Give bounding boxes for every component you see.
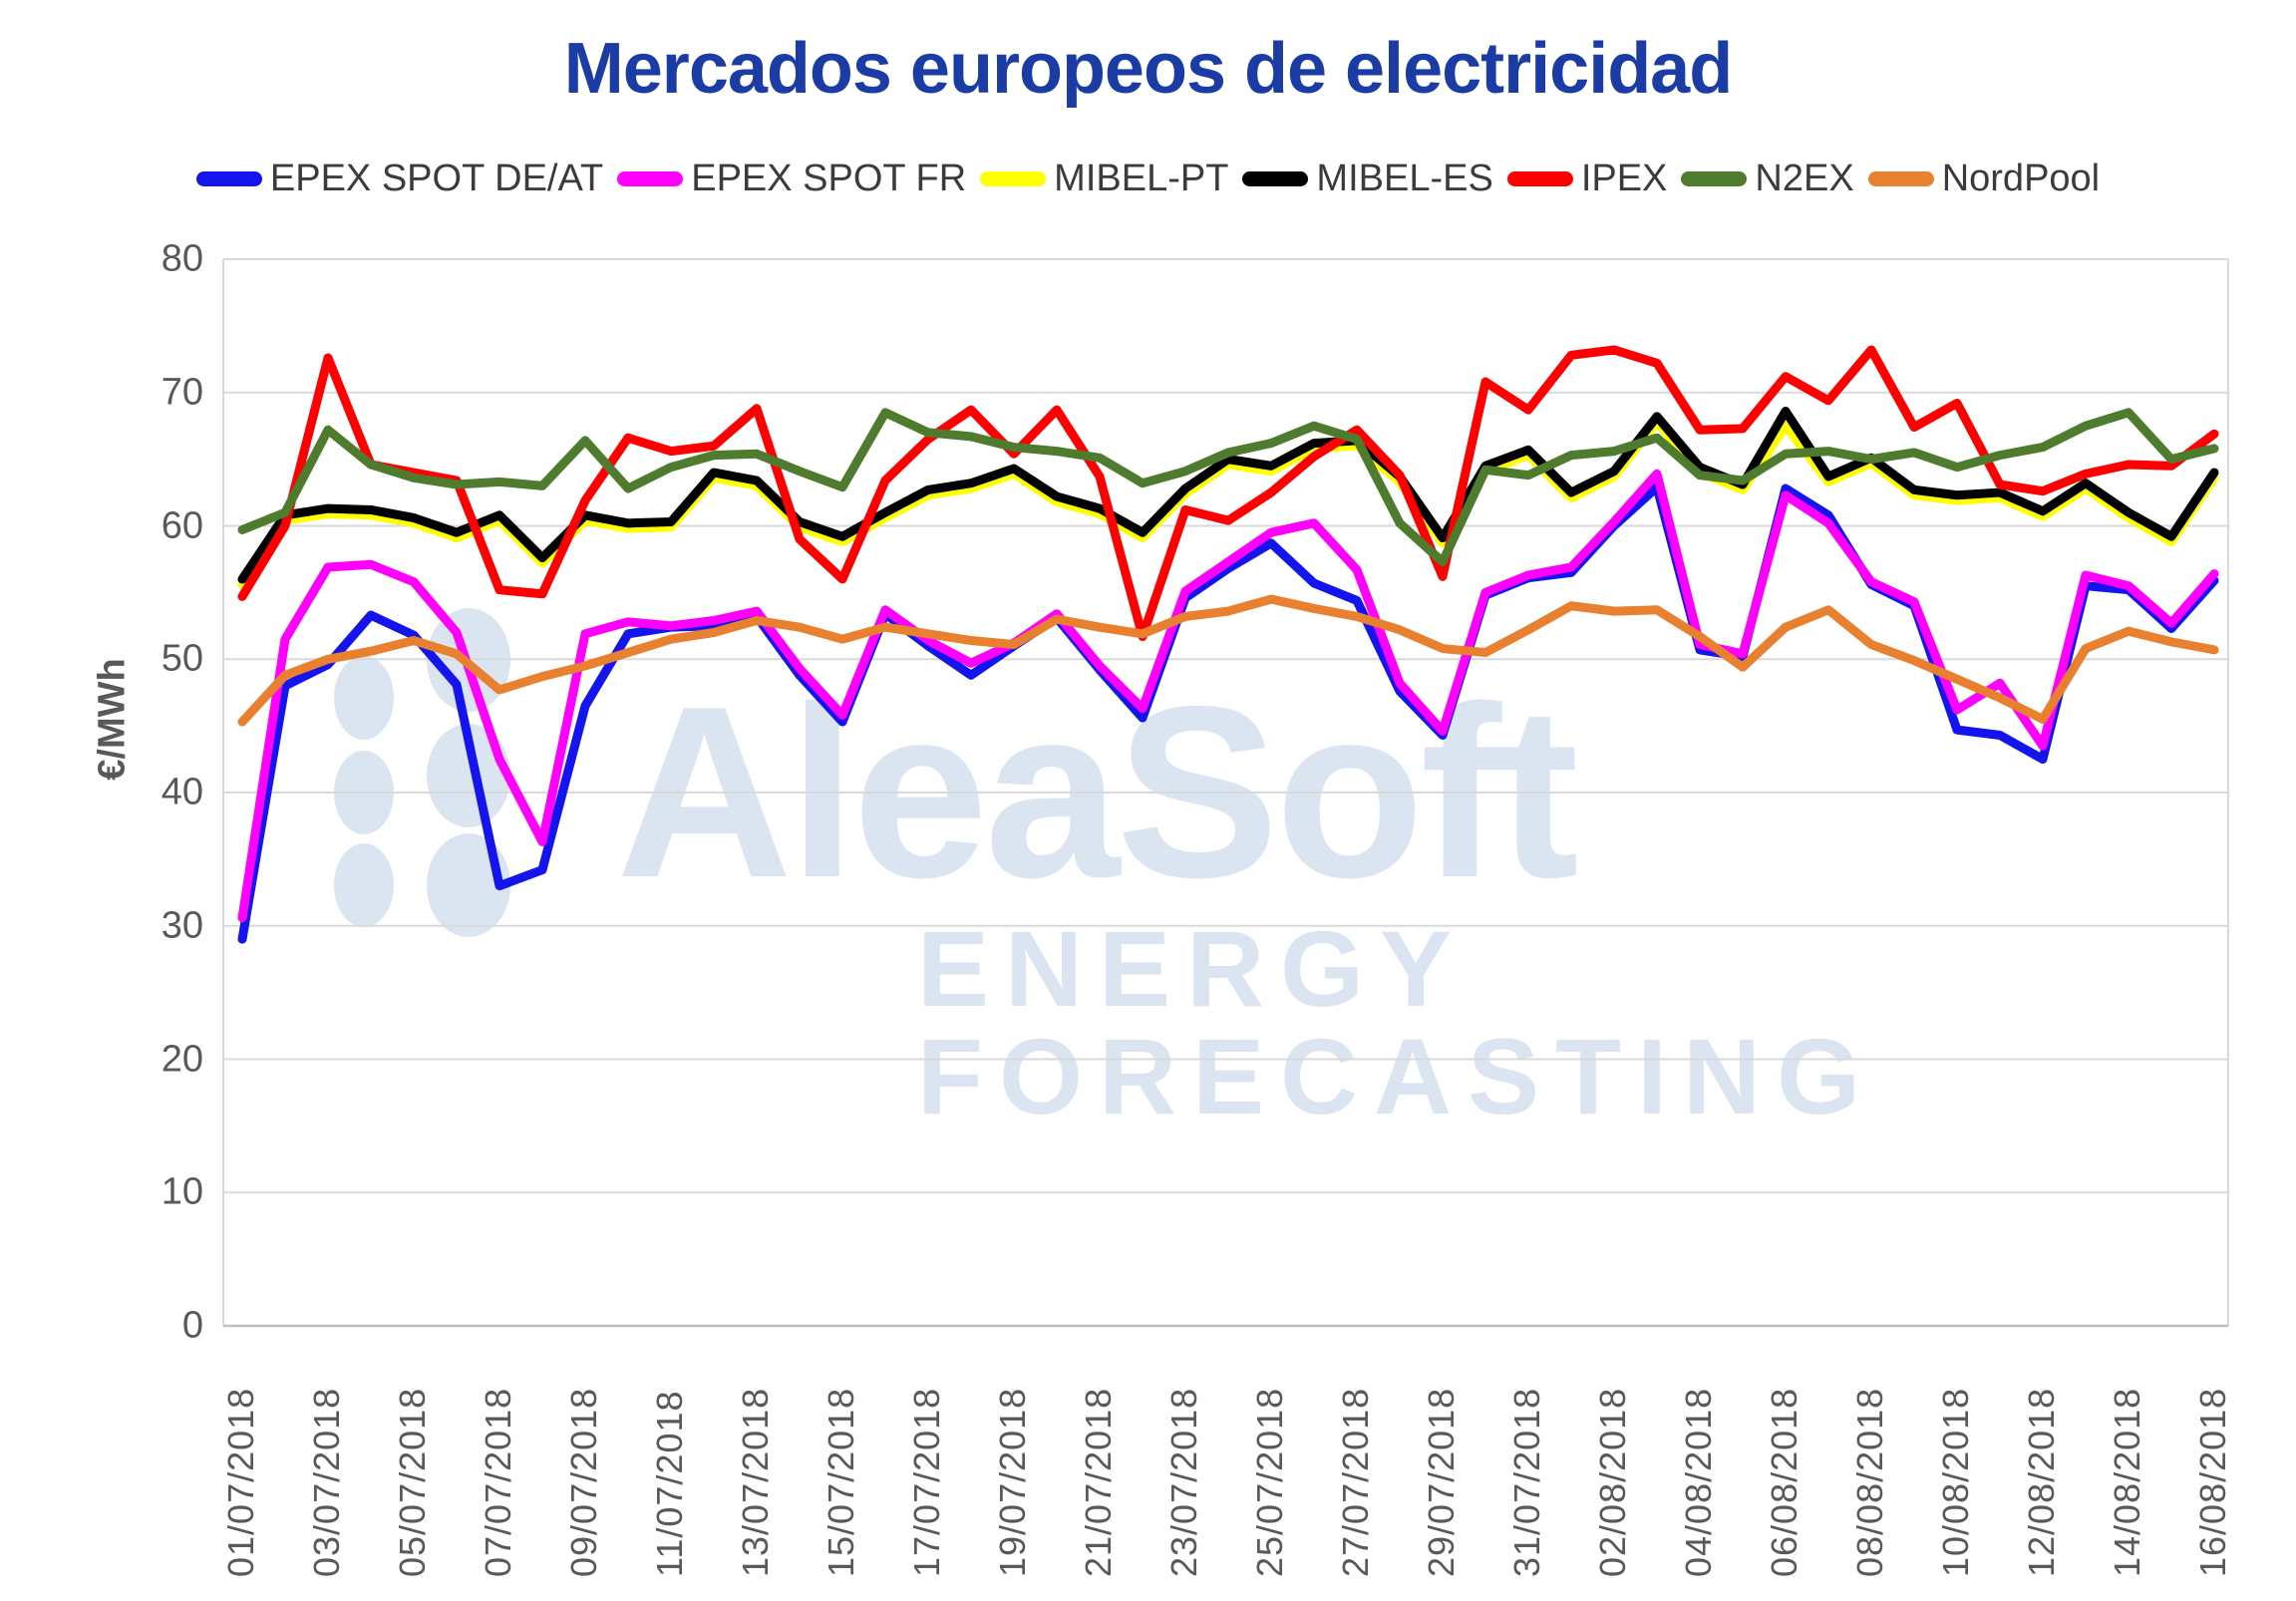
legend-swatch-icon: [1242, 171, 1309, 186]
legend-item-n2ex: N2EX: [1681, 158, 1854, 200]
x-tick-label: 11/07/2018: [649, 1390, 690, 1577]
x-tick-label: 08/08/2018: [1849, 1387, 1890, 1577]
x-tick-label: 09/07/2018: [563, 1387, 604, 1577]
legend-label: MIBEL-PT: [1054, 158, 1229, 199]
x-tick-label: 13/07/2018: [735, 1387, 776, 1577]
x-tick-label: 04/08/2018: [1678, 1387, 1719, 1577]
legend-swatch-icon: [1867, 171, 1934, 186]
y-tick-label: 30: [161, 904, 203, 947]
x-tick-label: 25/07/2018: [1249, 1387, 1290, 1577]
x-tick-label: 23/07/2018: [1163, 1387, 1204, 1577]
x-tick-label: 15/07/2018: [820, 1387, 861, 1577]
x-tick-label: 10/08/2018: [1935, 1387, 1976, 1577]
y-tick-label: 20: [161, 1038, 203, 1080]
legend-label: IPEX: [1580, 158, 1668, 199]
x-tick-label: 27/07/2018: [1335, 1387, 1376, 1577]
x-tick-label: 12/08/2018: [2021, 1387, 2062, 1577]
x-tick-label: 16/08/2018: [2192, 1387, 2233, 1577]
x-tick-label: 21/07/2018: [1078, 1387, 1119, 1577]
legend-item-epex-spot-de-at: EPEX SPOT DE/AT: [195, 158, 604, 200]
legend-label: NordPool: [1941, 158, 2101, 199]
legend-swatch-icon: [1506, 171, 1573, 186]
legend-swatch-icon: [980, 171, 1047, 186]
legend: EPEX SPOT DE/AT EPEX SPOT FR MIBEL-PT MIBEL…: [0, 158, 2296, 200]
x-tick-label: 05/07/2018: [392, 1387, 433, 1577]
legend-swatch-icon: [617, 171, 684, 186]
y-tick-label: 50: [161, 637, 203, 680]
legend-item-ipex: IPEX: [1506, 158, 1668, 200]
x-tick-label: 31/07/2018: [1506, 1387, 1547, 1577]
x-tick-label: 29/07/2018: [1421, 1387, 1462, 1577]
legend-label: N2EX: [1755, 158, 1854, 199]
legend-item-epex-spot-fr: EPEX SPOT FR: [617, 158, 966, 200]
x-tick-label: 02/08/2018: [1592, 1387, 1633, 1577]
x-tick-label: 14/08/2018: [2107, 1387, 2147, 1577]
y-tick-label: 60: [161, 504, 203, 546]
legend-label: EPEX SPOT DE/AT: [269, 158, 604, 199]
legend-swatch-icon: [1681, 171, 1748, 186]
legend-swatch-icon: [195, 171, 262, 186]
x-tick-label: 01/07/2018: [220, 1387, 261, 1577]
legend-item-mibel-es: MIBEL-ES: [1242, 158, 1493, 200]
x-tick-label: 03/07/2018: [306, 1387, 347, 1577]
x-tick-label: 19/07/2018: [992, 1387, 1033, 1577]
legend-item-mibel-pt: MIBEL-PT: [980, 158, 1228, 200]
y-tick-label: 70: [161, 371, 203, 414]
y-tick-label: 0: [181, 1304, 203, 1347]
chart-title: Mercados europeos de electricidad: [563, 29, 1733, 109]
legend-label: EPEX SPOT FR: [691, 158, 967, 199]
y-tick-label: 40: [161, 771, 203, 813]
x-tick-label: 06/08/2018: [1764, 1387, 1804, 1577]
x-tick-label: 17/07/2018: [906, 1387, 947, 1577]
legend-item-nordpool: NordPool: [1867, 158, 2101, 200]
legend-label: MIBEL-ES: [1316, 158, 1493, 199]
y-tick-label: 10: [161, 1170, 203, 1213]
x-tick-label: 07/07/2018: [478, 1387, 518, 1577]
y-tick-label: 80: [161, 237, 203, 280]
